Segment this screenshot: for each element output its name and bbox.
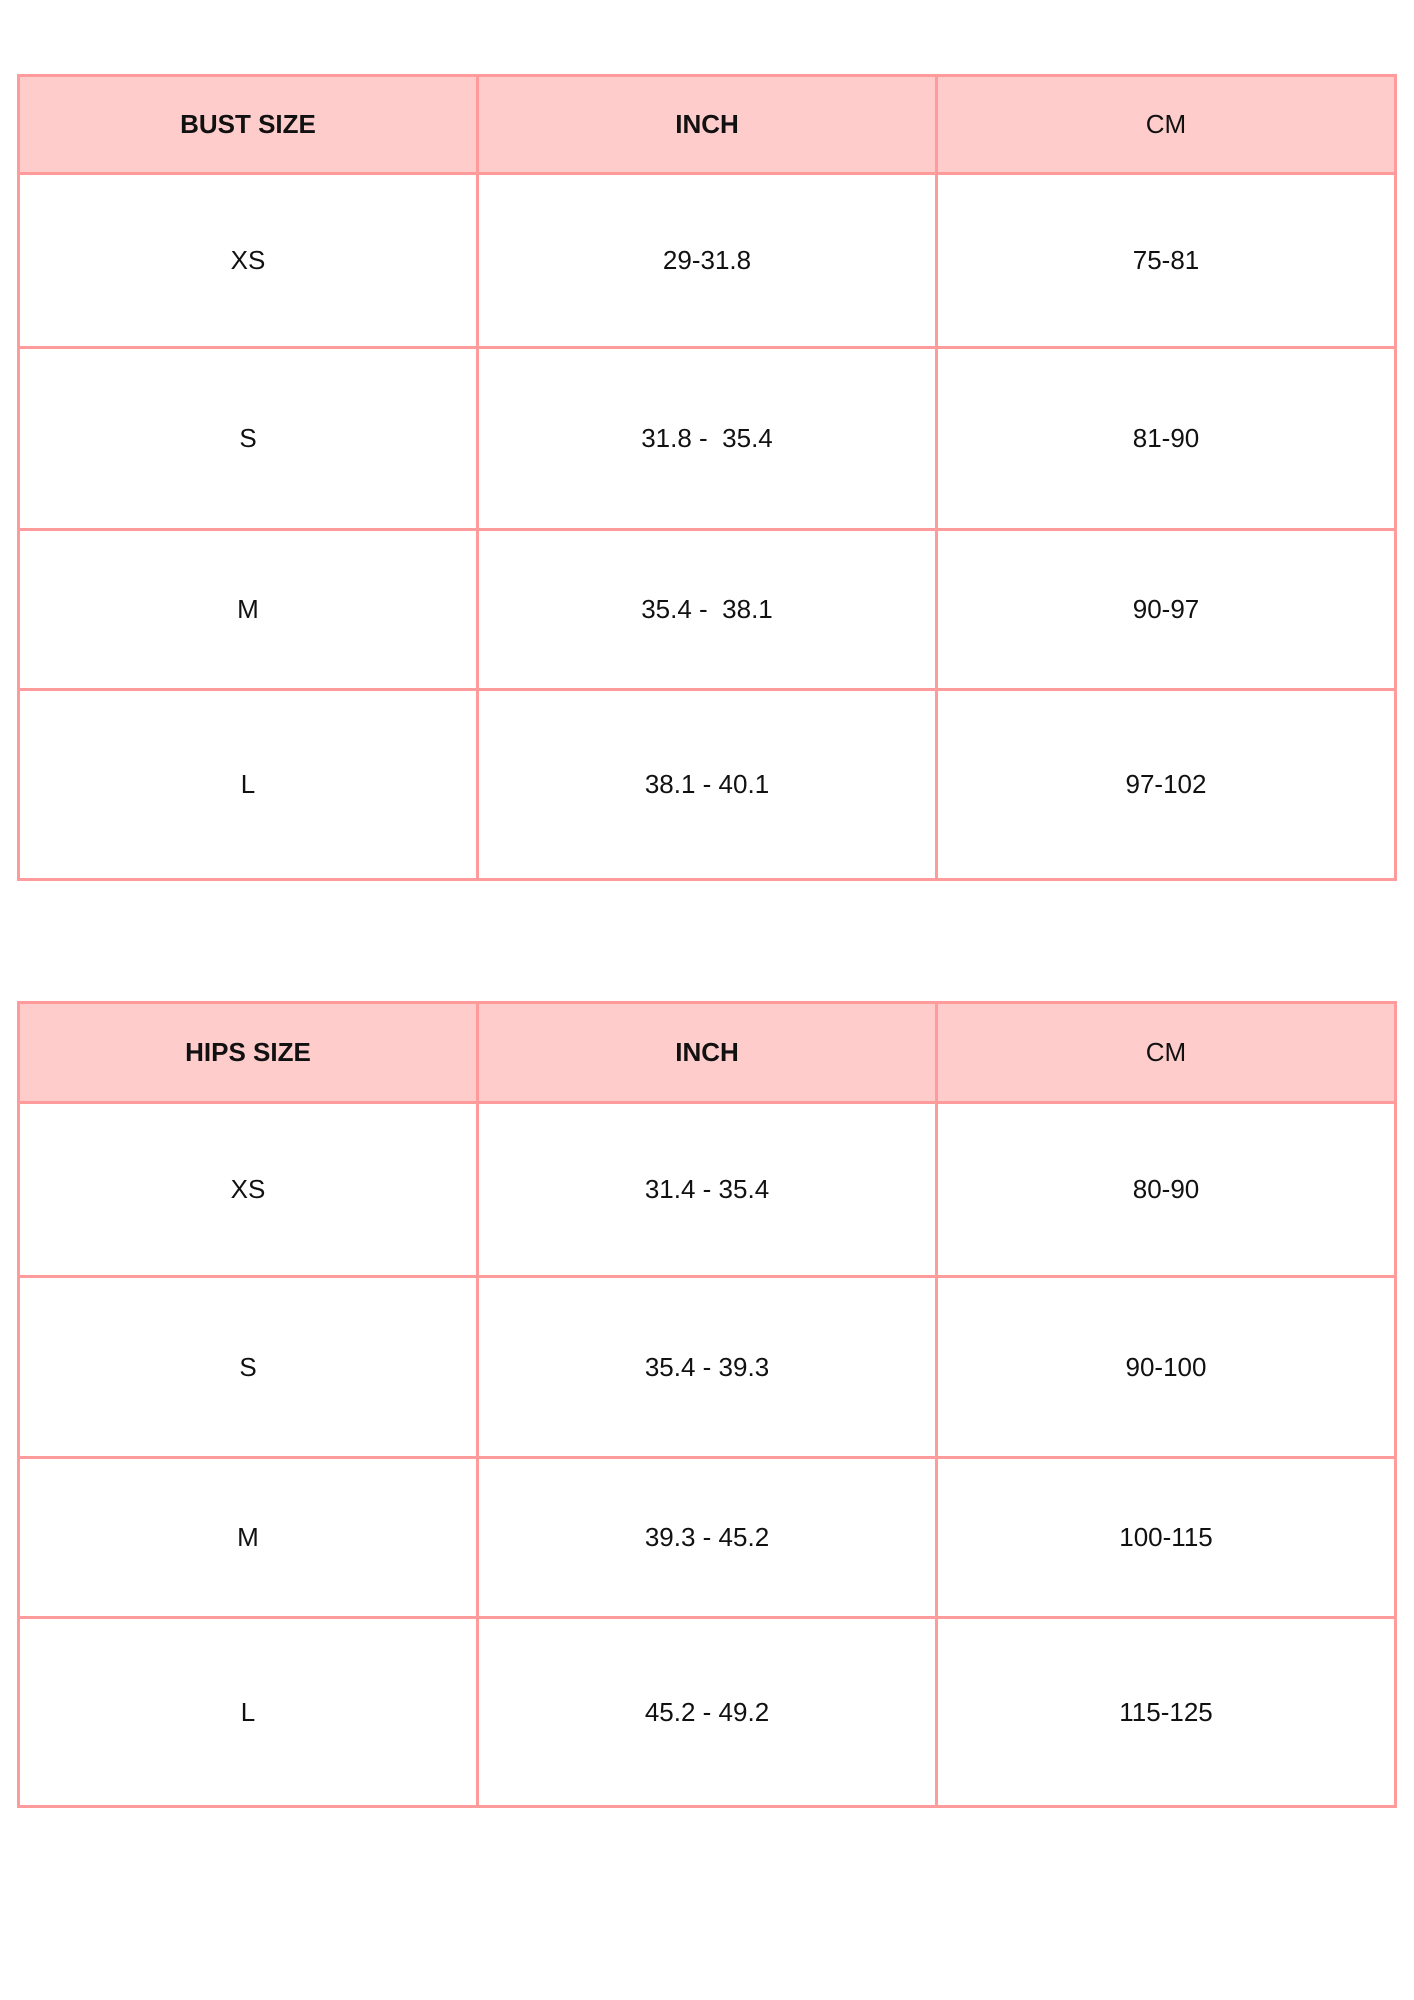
table-row: M 35.4 - 38.1 90-97 <box>17 528 1397 691</box>
inch-cell: 35.4 - 39.3 <box>476 1275 938 1459</box>
inch-cell: 31.4 - 35.4 <box>476 1101 938 1278</box>
table-row: XS 29-31.8 75-81 <box>17 172 1397 349</box>
size-cell: S <box>17 1275 479 1459</box>
inch-cell: 39.3 - 45.2 <box>476 1456 938 1619</box>
header-row: BUST SIZE INCH CM <box>17 74 1397 175</box>
size-cell: XS <box>17 172 479 349</box>
size-cell: M <box>17 528 479 691</box>
cm-cell: 100-115 <box>935 1456 1397 1619</box>
bust-size-table: BUST SIZE INCH CM XS 29-31.8 75-81 S 31.… <box>17 74 1397 881</box>
header-cm: CM <box>935 1001 1397 1104</box>
size-cell: M <box>17 1456 479 1619</box>
table-row: M 39.3 - 45.2 100-115 <box>17 1456 1397 1619</box>
table-row: XS 31.4 - 35.4 80-90 <box>17 1101 1397 1278</box>
inch-cell: 35.4 - 38.1 <box>476 528 938 691</box>
inch-cell: 38.1 - 40.1 <box>476 688 938 881</box>
inch-cell: 31.8 - 35.4 <box>476 346 938 531</box>
cm-cell: 90-100 <box>935 1275 1397 1459</box>
header-size: HIPS SIZE <box>17 1001 479 1104</box>
cm-cell: 97-102 <box>935 688 1397 881</box>
header-row: HIPS SIZE INCH CM <box>17 1001 1397 1104</box>
inch-cell: 29-31.8 <box>476 172 938 349</box>
cm-cell: 80-90 <box>935 1101 1397 1278</box>
table-row: L 45.2 - 49.2 115-125 <box>17 1616 1397 1808</box>
header-cm: CM <box>935 74 1397 175</box>
size-cell: L <box>17 688 479 881</box>
inch-cell: 45.2 - 49.2 <box>476 1616 938 1808</box>
cm-cell: 90-97 <box>935 528 1397 691</box>
size-cell: L <box>17 1616 479 1808</box>
cm-cell: 81-90 <box>935 346 1397 531</box>
table-row: L 38.1 - 40.1 97-102 <box>17 688 1397 881</box>
cm-cell: 115-125 <box>935 1616 1397 1808</box>
hips-size-table: HIPS SIZE INCH CM XS 31.4 - 35.4 80-90 S… <box>17 1001 1397 1808</box>
size-cell: S <box>17 346 479 531</box>
cm-cell: 75-81 <box>935 172 1397 349</box>
table-row: S 35.4 - 39.3 90-100 <box>17 1275 1397 1459</box>
header-inch: INCH <box>476 1001 938 1104</box>
header-inch: INCH <box>476 74 938 175</box>
header-size: BUST SIZE <box>17 74 479 175</box>
size-cell: XS <box>17 1101 479 1278</box>
table-row: S 31.8 - 35.4 81-90 <box>17 346 1397 531</box>
